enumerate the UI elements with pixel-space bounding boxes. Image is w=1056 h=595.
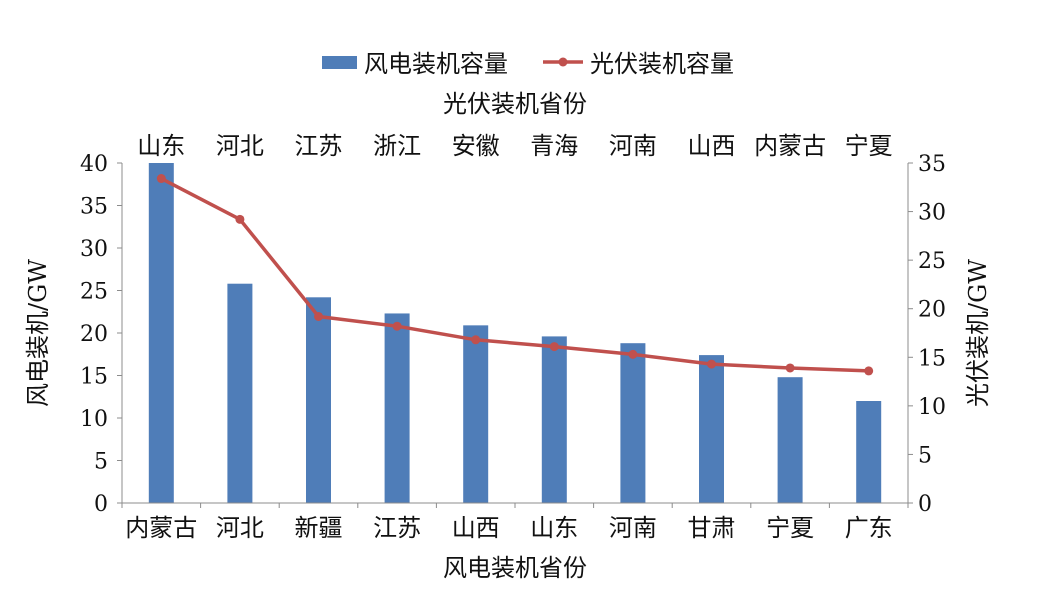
left-tick-label: 30 <box>80 237 108 262</box>
bottom-category-label: 广东 <box>845 514 893 542</box>
right-tick-label: 30 <box>918 201 946 226</box>
solar-point <box>707 359 716 369</box>
bottom-category-label: 河南 <box>609 514 657 542</box>
wind-bar <box>777 377 803 503</box>
legend: 风电装机容量 光伏装机容量 <box>322 50 734 78</box>
top-category-label: 河南 <box>609 132 657 160</box>
top-category-label: 河北 <box>216 132 264 160</box>
wind-bar <box>306 297 331 503</box>
wind-bar <box>148 163 174 503</box>
top-category-label: 浙江 <box>373 132 421 160</box>
bottom-category-label: 山西 <box>452 514 500 542</box>
left-tick-label: 25 <box>80 280 108 305</box>
bottom-category-label: 新疆 <box>295 514 343 542</box>
wind-bar <box>856 401 882 503</box>
solar-point <box>314 311 323 321</box>
top-category-label: 安徽 <box>452 132 500 160</box>
solar-point <box>471 335 481 345</box>
top-category-label: 江苏 <box>295 132 343 160</box>
solar-line-series <box>156 174 874 376</box>
right-tick-label: 15 <box>918 346 946 371</box>
bottom-axis-title: 风电装机省份 <box>443 554 587 582</box>
right-tick-label: 20 <box>918 298 946 323</box>
legend-swatch-bar <box>322 56 357 69</box>
left-axis-title: 风电装机/GW <box>24 259 52 407</box>
bottom-category-label: 江苏 <box>373 514 421 542</box>
solar-point <box>235 214 245 224</box>
left-tick-label: 10 <box>80 407 108 432</box>
right-tick-label: 0 <box>918 492 932 517</box>
left-tick-label: 20 <box>80 322 108 347</box>
bottom-category-labels: 内蒙古 河北 新疆 江苏 山西 山东 河南 甘肃 宁夏 广东 <box>125 514 892 542</box>
right-tick-label: 35 <box>918 152 946 177</box>
right-axis-ticks: 0 5 10 15 20 25 30 35 <box>918 152 946 517</box>
top-category-label: 青海 <box>530 132 578 160</box>
bottom-category-label: 山东 <box>530 514 578 542</box>
wind-bar <box>384 313 410 503</box>
right-tick-label: 10 <box>918 395 946 420</box>
axis-lines <box>117 162 913 508</box>
left-tick-label: 0 <box>94 492 108 517</box>
top-category-label: 山东 <box>137 132 185 160</box>
right-tick-label: 25 <box>918 249 946 274</box>
solar-point <box>628 349 638 359</box>
wind-bar <box>541 336 567 503</box>
legend-label: 光伏装机容量 <box>590 50 734 78</box>
legend-label: 风电装机容量 <box>364 50 508 78</box>
solar-point <box>156 174 166 184</box>
legend-swatch-marker <box>558 57 568 67</box>
right-axis-title: 光伏装机/GW <box>964 259 992 407</box>
wind-bar <box>227 283 253 503</box>
solar-point <box>785 363 795 373</box>
wind-bars <box>148 163 882 503</box>
top-category-labels: 山东 河北 江苏 浙江 安徽 青海 河南 山西 内蒙古 宁夏 <box>137 132 892 160</box>
bottom-category-label: 宁夏 <box>766 514 814 542</box>
wind-bar <box>620 343 646 503</box>
top-category-label: 山西 <box>688 132 736 160</box>
left-tick-label: 40 <box>80 152 108 177</box>
solar-point <box>864 366 874 376</box>
left-axis-ticks: 0 5 10 15 20 25 30 35 40 <box>80 152 108 517</box>
top-category-label: 内蒙古 <box>754 132 826 160</box>
solar-point <box>549 342 559 352</box>
bottom-category-label: 内蒙古 <box>125 514 197 542</box>
left-tick-label: 15 <box>80 365 108 390</box>
solar-line <box>160 176 869 373</box>
bottom-category-label: 甘肃 <box>688 514 736 542</box>
solar-point <box>392 321 402 331</box>
wind-bar <box>463 325 489 503</box>
left-tick-label: 5 <box>94 450 108 475</box>
bottom-category-label: 河北 <box>216 514 264 542</box>
top-category-label: 宁夏 <box>845 132 893 160</box>
wind-bar <box>699 355 724 503</box>
left-tick-label: 35 <box>80 195 108 220</box>
right-tick-label: 5 <box>918 443 932 468</box>
top-axis-title: 光伏装机省份 <box>443 90 587 118</box>
